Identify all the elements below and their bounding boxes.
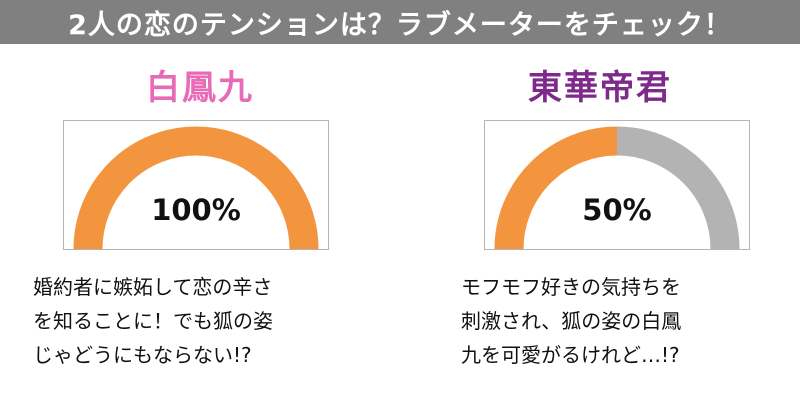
character-panel-toka-teikun: 東華帝君 50% モフモフ好きの気持ちを 刺激され、狐の姿の白鳳 九を可愛がるけ… — [400, 44, 800, 400]
love-meter-gauge — [73, 126, 319, 249]
description-line: を知ることに！でも狐の姿 — [33, 309, 273, 333]
character-name: 東華帝君 — [528, 68, 672, 108]
banner-title: 2人の恋のテンションは？ラブメーターをチェック！ — [68, 9, 732, 41]
love-meter: 100% — [63, 120, 329, 250]
description-line: 九を可愛がるけれど…!? — [461, 343, 680, 367]
header-banner: 2人の恋のテンションは？ラブメーターをチェック！ — [0, 0, 800, 44]
gauge-empty-arc — [616, 126, 740, 249]
love-percent-label: 50% — [582, 193, 652, 227]
description-line: じゃどうにもならない!? — [33, 343, 252, 367]
description-line: 刺激され、狐の姿の白鳳 — [461, 309, 682, 333]
character-description: モフモフ好きの気持ちを 刺激され、狐の姿の白鳳 九を可愛がるけれど…!? — [461, 270, 681, 372]
gauge-filled-arc — [494, 126, 618, 249]
love-meter: 50% — [484, 120, 750, 250]
character-description: 婚約者に嫉妬して恋の辛さ を知ることに！でも狐の姿 じゃどうにもならない!? — [33, 270, 273, 372]
character-panel-hakuhokyu: 白鳳九 100% 婚約者に嫉妬して恋の辛さ を知ることに！でも狐の姿 じゃどうに… — [0, 44, 400, 400]
character-name: 白鳳九 — [146, 68, 254, 108]
gauge-filled-arc — [73, 126, 319, 249]
description-line: 婚約者に嫉妬して恋の辛さ — [33, 275, 273, 299]
love-meter-gauge — [494, 126, 740, 249]
description-line: モフモフ好きの気持ちを — [461, 275, 681, 299]
love-percent-label: 100% — [151, 193, 241, 227]
